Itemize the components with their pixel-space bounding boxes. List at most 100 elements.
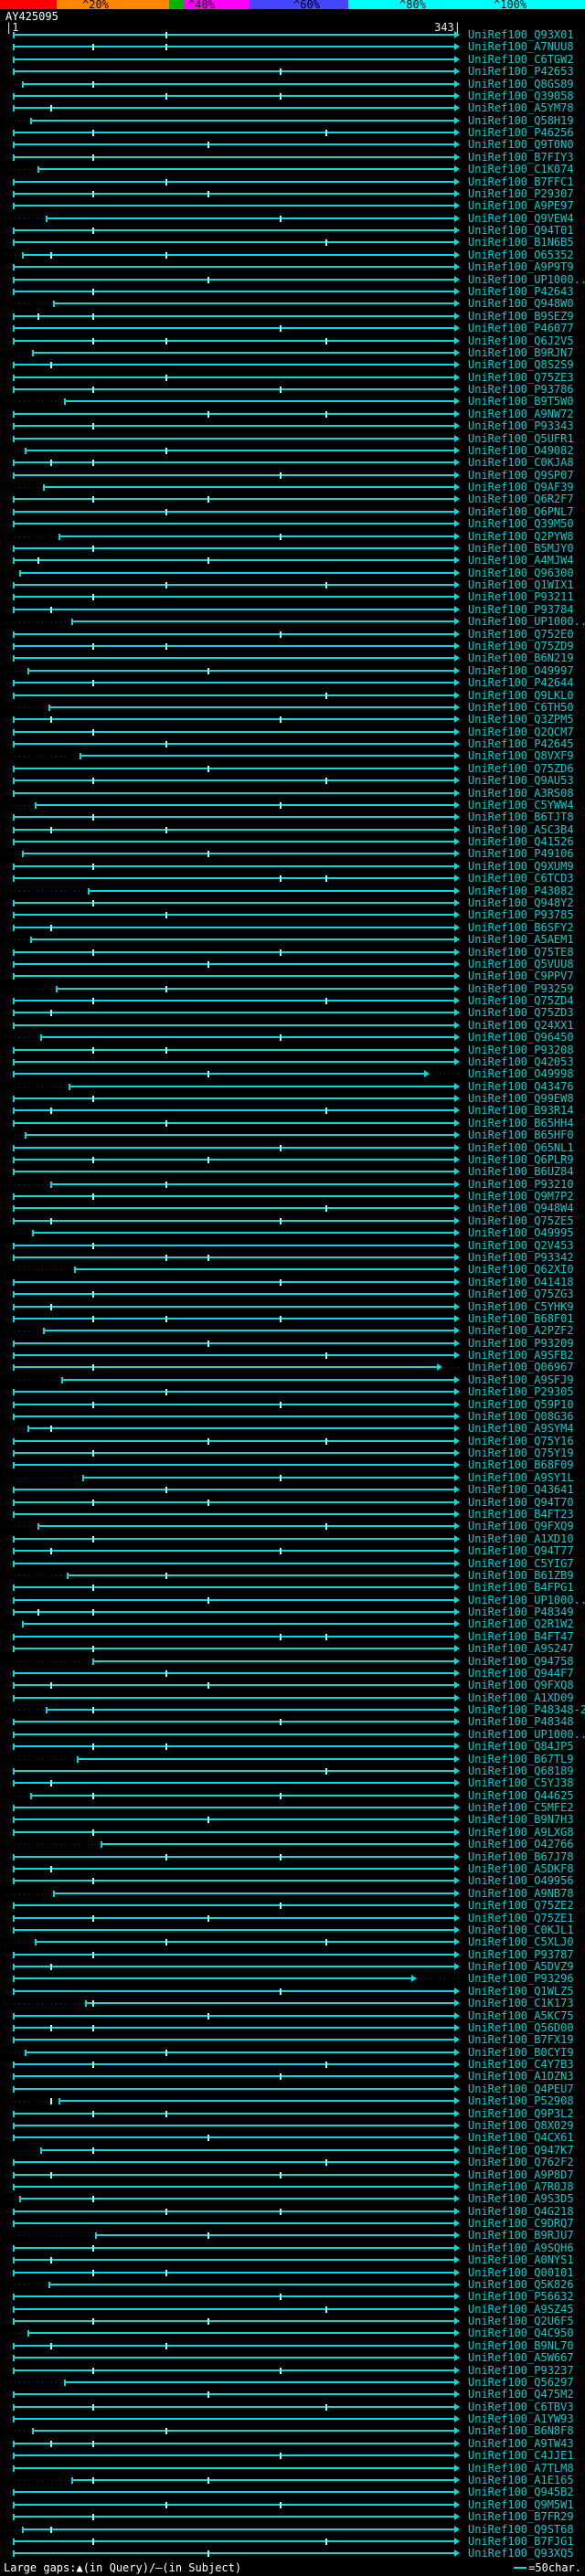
hit-bar[interactable] [13, 339, 455, 342]
hit-label[interactable]: UniRef100_B7FR29 [468, 2510, 574, 2524]
hit-label[interactable]: UniRef100_P49106 [468, 847, 574, 861]
hit-bar[interactable] [58, 2100, 455, 2103]
hit-label[interactable]: UniRef100_C4JJE1 [468, 2449, 574, 2463]
hit-label[interactable]: UniRef100_Q00101 [468, 2265, 574, 2279]
hit-label[interactable]: UniRef100_A9SFJ9 [468, 1373, 574, 1386]
hit-bar[interactable] [13, 1671, 455, 1674]
hit-bar[interactable] [13, 2344, 455, 2347]
hit-label[interactable]: UniRef100_C9PPV7 [468, 970, 574, 983]
hit-bar[interactable] [13, 828, 455, 831]
hit-bar[interactable] [13, 473, 455, 476]
hit-label[interactable]: UniRef100_Q75ZD4 [468, 994, 574, 1008]
hit-bar[interactable] [13, 2222, 455, 2225]
hit-label[interactable]: UniRef100_Q94T77 [468, 1544, 574, 1558]
hit-label[interactable]: UniRef100_UP1000... [468, 1593, 585, 1606]
hit-bar[interactable] [13, 290, 455, 292]
hit-bar[interactable] [48, 2283, 455, 2285]
hit-bar[interactable] [13, 205, 455, 207]
hit-bar[interactable] [13, 425, 455, 428]
hit-label[interactable]: UniRef100_P93342 [468, 1251, 574, 1264]
hit-label[interactable]: UniRef100_A5C3B4 [468, 822, 574, 836]
hit-label[interactable]: UniRef100_A7TLM8 [468, 2461, 574, 2475]
hit-label[interactable]: UniRef100_Q94T70 [468, 1495, 574, 1509]
hit-bar[interactable] [63, 400, 455, 403]
hit-bar[interactable] [95, 2234, 455, 2237]
hit-label[interactable]: UniRef100_Q9T0N0 [468, 138, 574, 152]
hit-bar[interactable] [13, 2014, 455, 2017]
hit-bar[interactable] [13, 1452, 455, 1455]
hit-bar[interactable] [13, 1696, 455, 1699]
hit-bar[interactable] [24, 449, 455, 451]
hit-bar[interactable] [40, 2148, 455, 2151]
hit-bar[interactable] [13, 1855, 455, 1858]
hit-label[interactable]: UniRef100_Q945B2 [468, 2486, 574, 2499]
hit-bar[interactable] [13, 132, 455, 134]
hit-label[interactable]: UniRef100_Q75ZG3 [468, 1288, 574, 1301]
hit-label[interactable]: UniRef100_Q56D00 [468, 2020, 574, 2034]
hit-label[interactable]: UniRef100_P93787 [468, 1947, 574, 1961]
hit-bar[interactable] [32, 351, 455, 354]
hit-bar[interactable] [13, 2039, 455, 2041]
hit-bar[interactable] [13, 437, 455, 440]
hit-bar[interactable] [13, 1562, 455, 1564]
hit-label[interactable]: UniRef100_B67J78 [468, 1850, 574, 1863]
hit-label[interactable]: UniRef100_P42653 [468, 65, 574, 79]
hit-bar[interactable] [13, 46, 455, 48]
hit-label[interactable]: UniRef100_Q39M50 [468, 517, 574, 531]
hit-bar[interactable] [13, 2442, 455, 2444]
hit-bar[interactable] [13, 1782, 455, 1785]
hit-label[interactable]: UniRef100_Q2QCM7 [468, 725, 574, 738]
hit-bar[interactable] [13, 2271, 455, 2274]
hit-label[interactable]: UniRef100_P29307 [468, 186, 574, 200]
hit-label[interactable]: UniRef100_O49082 [468, 443, 574, 457]
hit-bar[interactable] [13, 1012, 455, 1014]
hit-bar[interactable] [58, 535, 455, 537]
hit-bar[interactable] [13, 926, 455, 928]
hit-bar[interactable] [13, 1500, 455, 1503]
hit-bar[interactable] [71, 2479, 455, 2481]
hit-label[interactable]: UniRef100_C1K173 [468, 1997, 574, 2010]
hit-bar[interactable] [13, 192, 455, 195]
hit-bar[interactable] [13, 2393, 455, 2396]
hit-label[interactable]: UniRef100_Q59P10 [468, 1397, 574, 1411]
hit-bar[interactable] [37, 168, 455, 171]
hit-label[interactable]: UniRef100_Q43476 [468, 1079, 574, 1093]
hit-label[interactable]: UniRef100_A5KC75 [468, 2009, 574, 2022]
hit-bar[interactable] [13, 2259, 455, 2262]
hit-bar[interactable] [13, 962, 455, 965]
hit-bar[interactable] [13, 1648, 455, 1650]
hit-label[interactable]: UniRef100_C5YHK9 [468, 1299, 574, 1313]
hit-label[interactable]: UniRef100_Q93XQ5 [468, 2547, 574, 2560]
hit-label[interactable]: UniRef100_P93343 [468, 419, 574, 433]
hit-bar[interactable] [13, 2161, 455, 2164]
hit-label[interactable]: UniRef100_A9P9T9 [468, 260, 574, 274]
hit-bar[interactable] [13, 510, 455, 513]
hit-bar[interactable] [13, 1219, 455, 1222]
hit-label[interactable]: UniRef100_P93210 [468, 1177, 574, 1191]
hit-bar[interactable] [13, 1880, 455, 1882]
hit-label[interactable]: UniRef100_O49998 [468, 1067, 574, 1081]
hit-bar[interactable] [13, 877, 455, 880]
hit-bar[interactable] [13, 2063, 455, 2066]
hit-bar[interactable] [13, 155, 455, 158]
hit-label[interactable]: UniRef100_A1XD09 [468, 1691, 574, 1704]
hit-label[interactable]: UniRef100_C6TBV3 [468, 2400, 574, 2413]
hit-label[interactable]: UniRef100_UP1000... [468, 272, 585, 286]
hit-label[interactable]: UniRef100_B7FFC1 [468, 175, 574, 188]
hit-label[interactable]: UniRef100_Q6PNL7 [468, 504, 574, 518]
hit-bar[interactable] [66, 1574, 455, 1576]
hit-label[interactable]: UniRef100_Q475M2 [468, 2388, 574, 2401]
hit-bar[interactable] [13, 2405, 455, 2408]
hit-label[interactable]: UniRef100_Q2V453 [468, 1238, 574, 1252]
hit-bar[interactable] [13, 2454, 455, 2457]
hit-bar[interactable] [13, 327, 455, 330]
hit-bar[interactable] [13, 1733, 455, 1735]
hit-label[interactable]: UniRef100_A9S247 [468, 1642, 574, 1656]
hit-bar[interactable] [13, 1317, 455, 1320]
hit-bar[interactable] [13, 2185, 455, 2188]
hit-bar[interactable] [13, 266, 455, 269]
hit-label[interactable]: UniRef100_P42643 [468, 284, 574, 298]
hit-label[interactable]: UniRef100_Q08G36 [468, 1409, 574, 1423]
hit-bar[interactable] [40, 1036, 455, 1039]
hit-bar[interactable] [69, 1085, 455, 1087]
